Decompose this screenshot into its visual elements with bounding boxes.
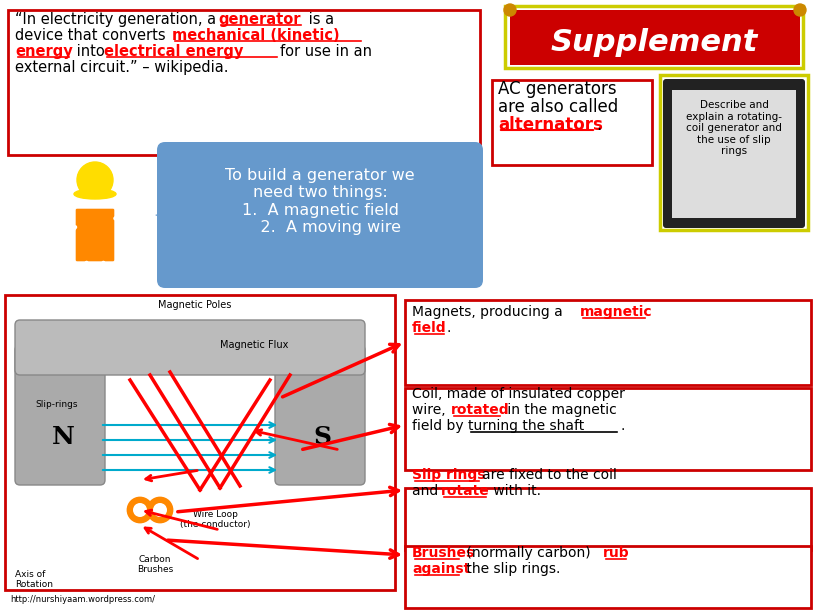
Text: turning the shaft: turning the shaft	[468, 419, 584, 433]
FancyBboxPatch shape	[15, 345, 105, 485]
Text: (normally carbon): (normally carbon)	[462, 546, 595, 560]
Text: .: .	[447, 321, 451, 335]
Text: Magnetic Poles: Magnetic Poles	[158, 300, 232, 310]
Text: Brushes: Brushes	[412, 546, 475, 560]
Text: AC generators: AC generators	[498, 80, 617, 98]
Circle shape	[133, 503, 147, 517]
Text: rub: rub	[603, 546, 630, 560]
Text: Axis of
Rotation: Axis of Rotation	[15, 570, 53, 590]
Text: rotate: rotate	[441, 484, 490, 498]
FancyBboxPatch shape	[492, 80, 652, 165]
Text: are also called: are also called	[498, 98, 619, 116]
FancyBboxPatch shape	[405, 388, 811, 470]
Text: external circuit.” – wikipedia.: external circuit.” – wikipedia.	[15, 60, 228, 75]
Polygon shape	[155, 207, 185, 230]
Text: N: N	[52, 425, 75, 449]
Text: and: and	[412, 484, 442, 498]
Text: Slip-rings: Slip-rings	[35, 400, 78, 409]
Text: generator: generator	[218, 12, 300, 27]
Circle shape	[79, 186, 111, 218]
Text: Supplement: Supplement	[550, 28, 758, 57]
FancyBboxPatch shape	[405, 488, 811, 550]
Text: Magnetic Flux: Magnetic Flux	[220, 340, 288, 350]
Text: alternators: alternators	[498, 116, 603, 134]
FancyBboxPatch shape	[15, 320, 365, 375]
Text: Coil, made of insulated copper: Coil, made of insulated copper	[412, 387, 625, 401]
FancyBboxPatch shape	[672, 90, 796, 218]
Text: .: .	[620, 419, 624, 433]
Text: Wire Loop
(the conductor): Wire Loop (the conductor)	[180, 510, 251, 530]
Circle shape	[128, 498, 152, 522]
Circle shape	[794, 4, 806, 16]
Text: http://nurshiyaam.wordpress.com/: http://nurshiyaam.wordpress.com/	[10, 595, 155, 604]
FancyBboxPatch shape	[663, 79, 805, 228]
Circle shape	[148, 498, 172, 522]
Text: wire,: wire,	[412, 403, 450, 417]
Text: Carbon
Brushes: Carbon Brushes	[137, 555, 173, 574]
Text: .: .	[596, 116, 601, 134]
Text: “In electricity generation, a: “In electricity generation, a	[15, 12, 221, 27]
Text: is a: is a	[304, 12, 334, 27]
Ellipse shape	[74, 189, 116, 199]
Text: with it.: with it.	[489, 484, 541, 498]
Text: are fixed to the coil: are fixed to the coil	[482, 468, 617, 482]
Circle shape	[153, 503, 167, 517]
FancyBboxPatch shape	[405, 300, 811, 385]
FancyBboxPatch shape	[660, 75, 808, 230]
FancyBboxPatch shape	[8, 10, 480, 155]
Text: field: field	[412, 321, 446, 335]
Text: magnetic: magnetic	[580, 305, 653, 319]
Text: rotated: rotated	[451, 403, 510, 417]
Text: energy: energy	[15, 44, 73, 59]
FancyBboxPatch shape	[5, 295, 395, 590]
Text: into: into	[72, 44, 109, 59]
Text: against: against	[412, 562, 470, 576]
Text: for use in an: for use in an	[280, 44, 372, 59]
Text: Describe and
explain a rotating-
coil generator and
the use of slip
rings: Describe and explain a rotating- coil ge…	[686, 100, 782, 156]
Text: device that converts: device that converts	[15, 28, 171, 43]
Circle shape	[504, 4, 516, 16]
Text: S: S	[313, 425, 331, 449]
Text: mechanical (kinetic): mechanical (kinetic)	[172, 28, 339, 43]
FancyBboxPatch shape	[275, 345, 365, 485]
FancyBboxPatch shape	[157, 142, 483, 288]
Text: Slip rings: Slip rings	[412, 468, 490, 482]
Text: the slip rings.: the slip rings.	[462, 562, 561, 576]
FancyBboxPatch shape	[405, 546, 811, 608]
Text: electrical energy: electrical energy	[104, 44, 249, 59]
FancyBboxPatch shape	[510, 10, 800, 65]
Circle shape	[77, 162, 113, 198]
Text: in the magnetic: in the magnetic	[503, 403, 617, 417]
FancyBboxPatch shape	[75, 208, 115, 262]
Text: To build a generator we
need two things:
1.  A magnetic field
    2.  A moving w: To build a generator we need two things:…	[225, 168, 415, 235]
Text: field by: field by	[412, 419, 468, 433]
Text: Magnets, producing a: Magnets, producing a	[412, 305, 567, 319]
